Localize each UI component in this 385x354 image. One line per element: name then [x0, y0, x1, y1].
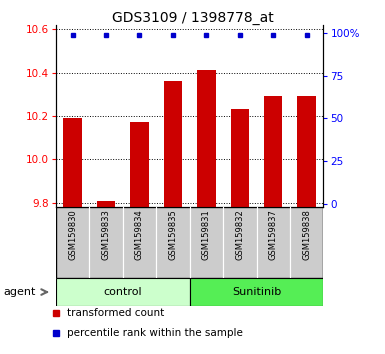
Text: Sunitinib: Sunitinib	[232, 287, 281, 297]
Bar	[231, 109, 249, 207]
Bar	[89, 207, 123, 278]
Bar	[189, 278, 323, 306]
Bar	[164, 81, 182, 207]
Text: GSM159833: GSM159833	[102, 209, 110, 260]
Text: percentile rank within the sample: percentile rank within the sample	[67, 328, 243, 338]
Text: GSM159832: GSM159832	[235, 209, 244, 260]
Text: GSM159837: GSM159837	[269, 209, 278, 260]
Bar	[189, 207, 223, 278]
Text: GSM159838: GSM159838	[302, 209, 311, 260]
Bar	[197, 70, 216, 207]
Text: control: control	[104, 287, 142, 297]
Text: agent: agent	[4, 287, 36, 297]
Bar	[64, 118, 82, 207]
Text: GSM159834: GSM159834	[135, 209, 144, 260]
Text: transformed count: transformed count	[67, 308, 165, 318]
Text: GSM159831: GSM159831	[202, 209, 211, 260]
Text: GDS3109 / 1398778_at: GDS3109 / 1398778_at	[112, 11, 273, 25]
Bar	[290, 207, 323, 278]
Text: GSM159830: GSM159830	[68, 209, 77, 260]
Bar	[223, 207, 256, 278]
Bar	[56, 278, 189, 306]
Bar	[298, 96, 316, 207]
Text: GSM159835: GSM159835	[168, 209, 177, 260]
Bar	[156, 207, 189, 278]
Bar	[97, 201, 115, 207]
Bar	[56, 207, 89, 278]
Bar	[130, 122, 149, 207]
Bar	[123, 207, 156, 278]
Bar	[264, 96, 283, 207]
Bar	[256, 207, 290, 278]
